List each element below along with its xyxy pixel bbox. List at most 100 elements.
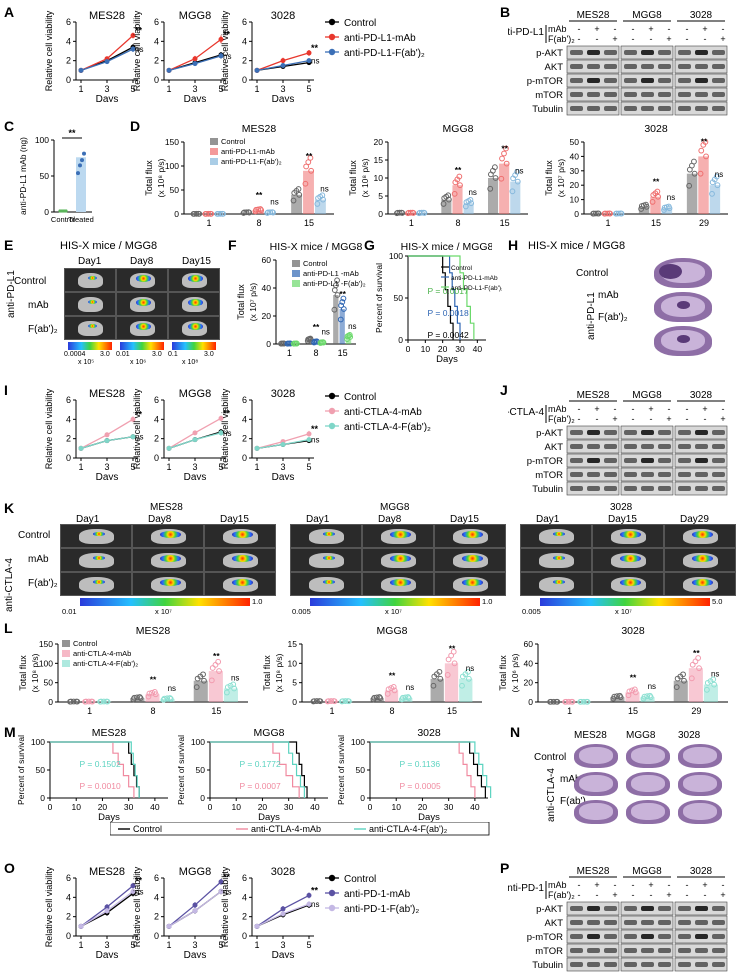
panel-e-col-label: Day1	[78, 256, 101, 267]
bioluminescence-signal	[160, 531, 181, 538]
tick-label: 3	[192, 84, 197, 94]
sign-fab: -	[704, 890, 707, 900]
panel-k-image	[592, 524, 664, 548]
brain-section	[678, 772, 722, 796]
colorbar-k-0	[80, 598, 250, 606]
y-axis-label: Total flux	[348, 160, 358, 196]
panel-label-K: K	[4, 500, 14, 516]
bar	[452, 185, 462, 214]
tick-label: 2	[242, 56, 247, 66]
x-axis-label: Days	[184, 94, 207, 102]
blot-band	[641, 962, 654, 967]
p-value: P = 0.1136	[400, 759, 441, 769]
blot-band	[712, 920, 725, 925]
cell-line-label: MGG8	[632, 866, 662, 877]
p-value: P = 0.0007	[240, 781, 281, 791]
bar	[303, 171, 314, 214]
blot-band	[624, 50, 637, 55]
tick-label: 40	[262, 283, 272, 293]
tick-label: 0	[406, 344, 411, 354]
bar	[689, 668, 703, 702]
tick-label: 1	[206, 218, 211, 228]
blot-band	[658, 106, 671, 111]
tick-label: 8	[256, 218, 261, 228]
colorbar-min: 0.0004	[64, 351, 85, 358]
legend-marker	[329, 393, 335, 399]
blot-band	[641, 906, 654, 911]
blot-band	[587, 458, 600, 463]
panel-n-col-label: 3028	[678, 730, 700, 741]
blot-band	[658, 458, 671, 463]
legend-entry: anti-PD-L1-mAb	[221, 147, 275, 156]
blot-band	[658, 906, 671, 911]
cell-line-label: MGG8	[632, 390, 662, 401]
sign-mab: -	[722, 24, 725, 34]
data-point	[105, 59, 110, 64]
panel-label-J: J	[500, 382, 508, 398]
panel-k-image	[520, 524, 592, 548]
tick-label: 1	[78, 462, 83, 472]
tick-label: 4	[154, 414, 159, 424]
treatment-label: anti-CTLA-4	[508, 407, 544, 418]
sig-label: **	[389, 670, 396, 680]
data-point	[193, 908, 198, 913]
tick-label: 1	[166, 84, 171, 94]
tick-label: 3	[280, 462, 285, 472]
ns-label: ns	[468, 188, 476, 197]
blot-row-label: mTOR	[535, 90, 563, 101]
blot-band	[641, 92, 654, 97]
sign-mab: -	[686, 880, 689, 890]
panel-k-image	[520, 548, 592, 572]
tick-label: 2	[66, 56, 71, 66]
chart-title: 3028	[644, 123, 668, 135]
tick-label: 6	[154, 17, 159, 27]
sig-label: **	[213, 651, 220, 661]
panel-k-image	[520, 572, 592, 596]
legend-i: Controlanti-CTLA-4-mAbanti-CTLA-4-F(ab')…	[323, 388, 473, 437]
tick-label: 15	[651, 218, 661, 228]
sign-mab: +	[594, 404, 599, 414]
tick-label: 50	[394, 293, 404, 303]
panel-k-group-title: MES28	[150, 502, 183, 513]
blot-band	[641, 934, 654, 939]
fab-label: F(ab')₂	[548, 890, 575, 900]
blot-band	[678, 906, 691, 911]
brain-cortex	[579, 747, 612, 764]
sign-fab: +	[612, 890, 617, 900]
color-scale	[540, 598, 710, 606]
p-value: P = 0.1502	[80, 759, 121, 769]
blot-band	[624, 430, 637, 435]
panel-h-row-label: F(ab')₂	[598, 312, 628, 323]
x-axis-label: Days	[272, 950, 295, 958]
data-point	[193, 61, 198, 66]
tick-label: 30	[570, 166, 580, 176]
bioluminescence-signal	[620, 579, 641, 586]
brain-section	[574, 772, 618, 796]
panel-e-image	[168, 292, 220, 316]
legend-marker	[329, 19, 335, 25]
data-point	[79, 924, 84, 929]
panel-e-image	[64, 292, 116, 316]
sign-fab: -	[632, 414, 635, 424]
tick-label: 0	[292, 697, 297, 707]
tick-label: 10	[570, 195, 580, 205]
y-axis-label: Relative cell viability	[44, 10, 54, 91]
blot-band	[712, 106, 725, 111]
sig-label: **	[256, 190, 263, 200]
brain-cortex	[579, 803, 612, 820]
blot-band	[712, 472, 725, 477]
colorbar-e-2	[172, 342, 216, 350]
blot-band	[587, 50, 600, 55]
ns-label: ns	[648, 682, 656, 691]
blot-band	[604, 430, 617, 435]
tick-label: 2	[154, 434, 159, 444]
cell-line-label: 3028	[690, 390, 713, 401]
blot-band	[587, 78, 600, 83]
bioluminescence-signal	[136, 299, 151, 306]
bioluminescence-signal	[462, 579, 483, 586]
bioluminescence-signal	[390, 555, 411, 562]
